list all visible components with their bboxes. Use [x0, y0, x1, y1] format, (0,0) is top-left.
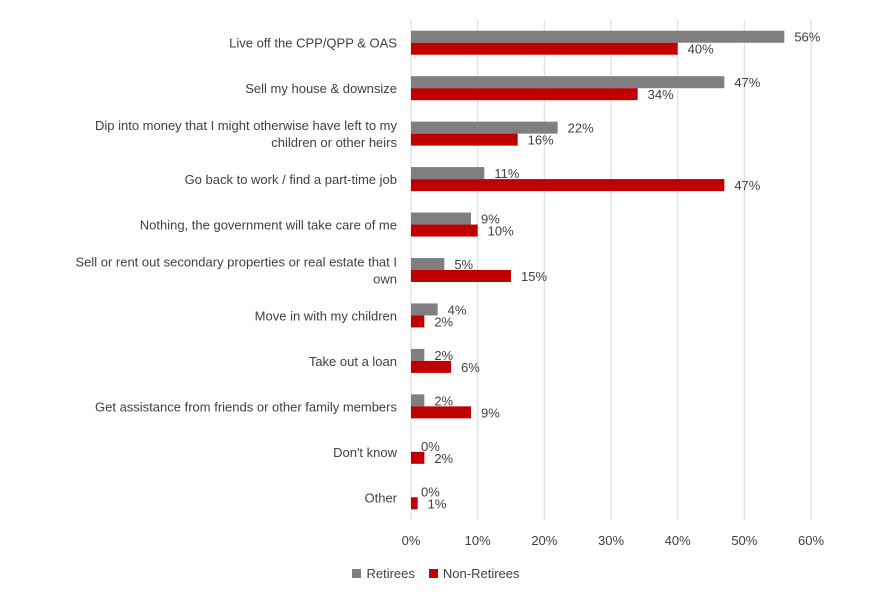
data-label: 9% [481, 405, 500, 420]
data-label: 4% [448, 302, 467, 317]
category-label: Live off the CPP/QPP & OAS [229, 36, 397, 51]
x-tick-label: 40% [665, 533, 691, 548]
bar-retirees [411, 212, 471, 225]
bar-retirees [411, 258, 445, 270]
bar-non-retirees [411, 179, 725, 192]
category-label: Dip into money that I might otherwise ha… [95, 118, 398, 133]
data-label: 1% [428, 496, 447, 511]
category-label: Nothing, the government will take care o… [140, 218, 397, 233]
data-label: 9% [481, 212, 500, 227]
data-label: 34% [648, 87, 674, 102]
legend-label-retirees: Retirees [366, 566, 415, 581]
category-label: Don't know [333, 445, 398, 460]
data-label: 2% [434, 348, 453, 363]
data-label: 5% [454, 257, 473, 272]
data-label: 2% [434, 393, 453, 408]
bar-retirees [411, 348, 425, 361]
data-label: 40% [688, 42, 714, 57]
category-label: own [373, 272, 397, 287]
bar-retirees [411, 121, 558, 134]
x-tick-label: 10% [465, 533, 491, 548]
category-label: children or other heirs [271, 135, 397, 150]
x-tick-label: 60% [798, 533, 824, 548]
legend-item-retirees: Retirees [352, 566, 415, 581]
bar-non-retirees [411, 360, 451, 373]
legend: Retirees Non-Retirees [0, 566, 872, 581]
legend-swatch-non-retirees [428, 569, 438, 578]
bar-non-retirees [411, 406, 471, 419]
data-label: 47% [734, 178, 760, 193]
bar-non-retirees [411, 224, 478, 237]
category-label: Get assistance from friends or other fam… [95, 399, 397, 414]
bar-non-retirees [411, 451, 425, 464]
data-label: 16% [528, 133, 554, 148]
category-label: Take out a loan [309, 354, 397, 369]
data-label: 2% [434, 451, 453, 466]
category-label: Other [364, 490, 397, 505]
bar-non-retirees [411, 315, 425, 328]
bar-retirees [411, 303, 438, 316]
legend-swatch-retirees [352, 569, 362, 578]
bar-retirees [411, 76, 725, 89]
bar-non-retirees [411, 497, 418, 510]
data-label: 6% [461, 360, 480, 375]
data-label: 15% [521, 269, 547, 284]
data-label: 10% [488, 224, 514, 239]
data-label: 0% [421, 439, 440, 454]
data-label: 22% [568, 121, 594, 136]
category-label: Move in with my children [255, 308, 397, 323]
data-label: 0% [421, 484, 440, 499]
data-label: 2% [434, 314, 453, 329]
category-label: Sell or rent out secondary properties or… [75, 255, 397, 270]
category-label: Go back to work / find a part-time job [185, 172, 397, 187]
data-label: 56% [794, 30, 820, 45]
bar-non-retirees [411, 42, 678, 55]
bar-retirees [411, 167, 485, 180]
x-tick-label: 50% [731, 533, 757, 548]
bar-non-retirees [411, 88, 638, 101]
category-label: Sell my house & downsize [245, 81, 397, 96]
data-label: 11% [494, 166, 519, 181]
legend-label-non-retirees: Non-Retirees [442, 566, 520, 581]
x-tick-label: 30% [598, 533, 624, 548]
data-label: 47% [734, 75, 760, 90]
x-tick-label: 0% [402, 533, 421, 548]
bar-retirees [411, 30, 785, 43]
bar-non-retirees [411, 270, 511, 282]
bar-retirees [411, 394, 425, 407]
legend-item-non-retirees: Non-Retirees [428, 566, 520, 581]
bar-non-retirees [411, 133, 518, 146]
x-tick-label: 20% [531, 533, 557, 548]
